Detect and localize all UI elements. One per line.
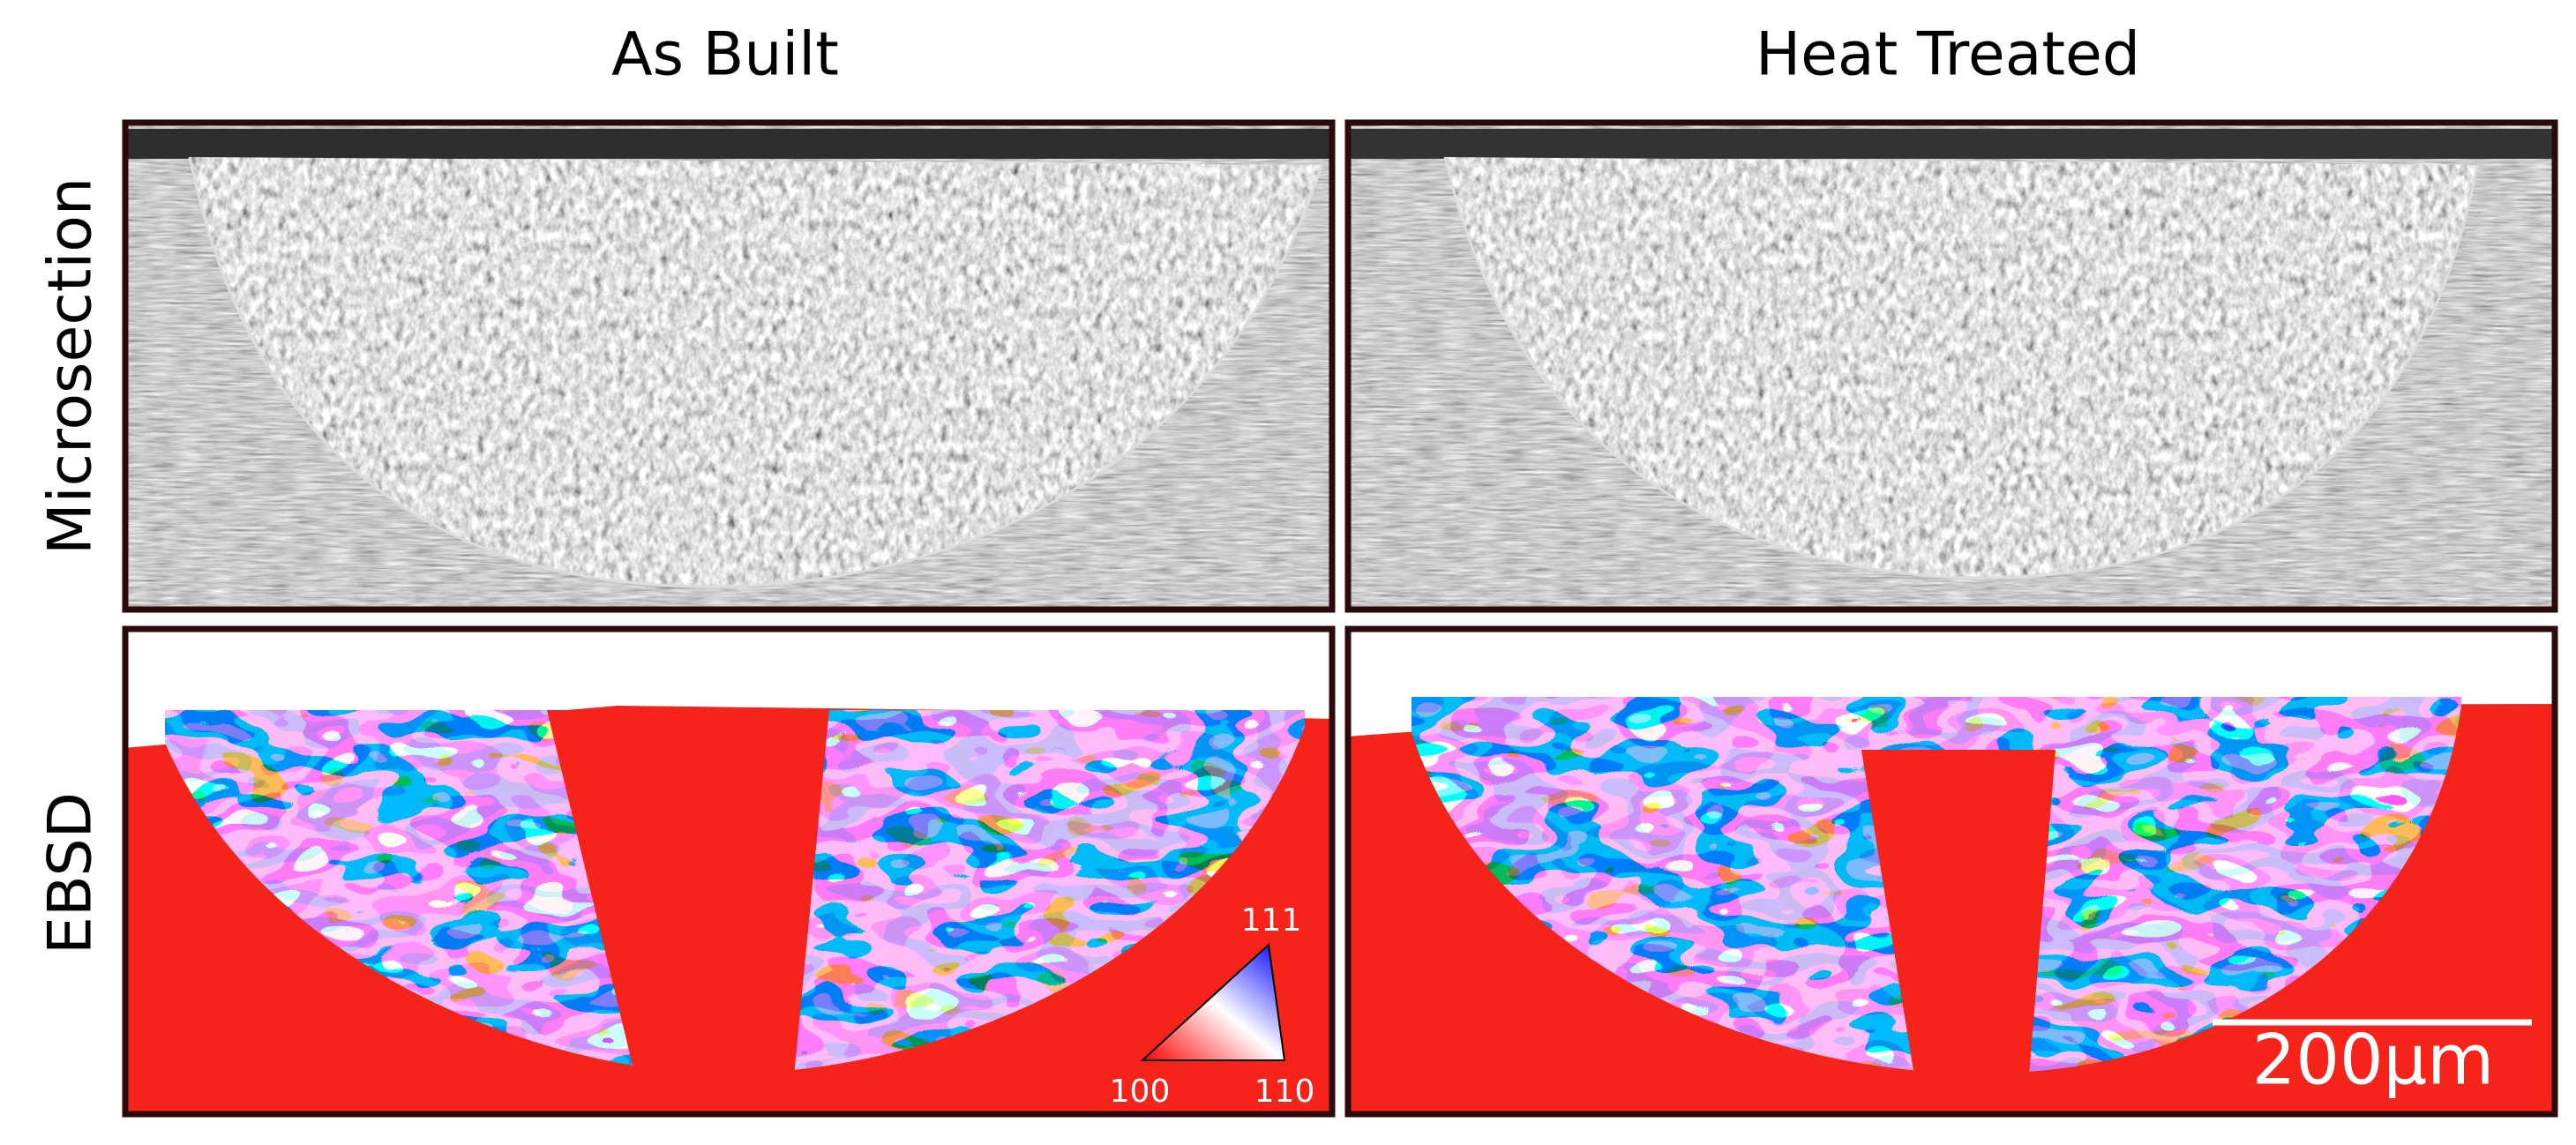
ebsd-heat-treated: 200μm bbox=[1344, 625, 2558, 1118]
column-title: Heat Treated bbox=[1756, 20, 2140, 90]
ebsd-as-built: 111 100 110 bbox=[122, 625, 1336, 1118]
scale-bar-label: 200μm bbox=[2252, 1021, 2495, 1100]
ipf-label: 110 bbox=[1254, 1074, 1315, 1110]
ipf-key bbox=[1140, 942, 1286, 1061]
column-title: As Built bbox=[611, 20, 839, 90]
row-label: EBSD bbox=[36, 792, 106, 954]
ipf-label: 100 bbox=[1110, 1074, 1171, 1110]
micrograph-heat-treated bbox=[1344, 119, 2558, 613]
row-label: Microsection bbox=[36, 177, 106, 555]
ipf-label: 111 bbox=[1241, 902, 1302, 939]
micrograph-as-built bbox=[122, 119, 1336, 613]
